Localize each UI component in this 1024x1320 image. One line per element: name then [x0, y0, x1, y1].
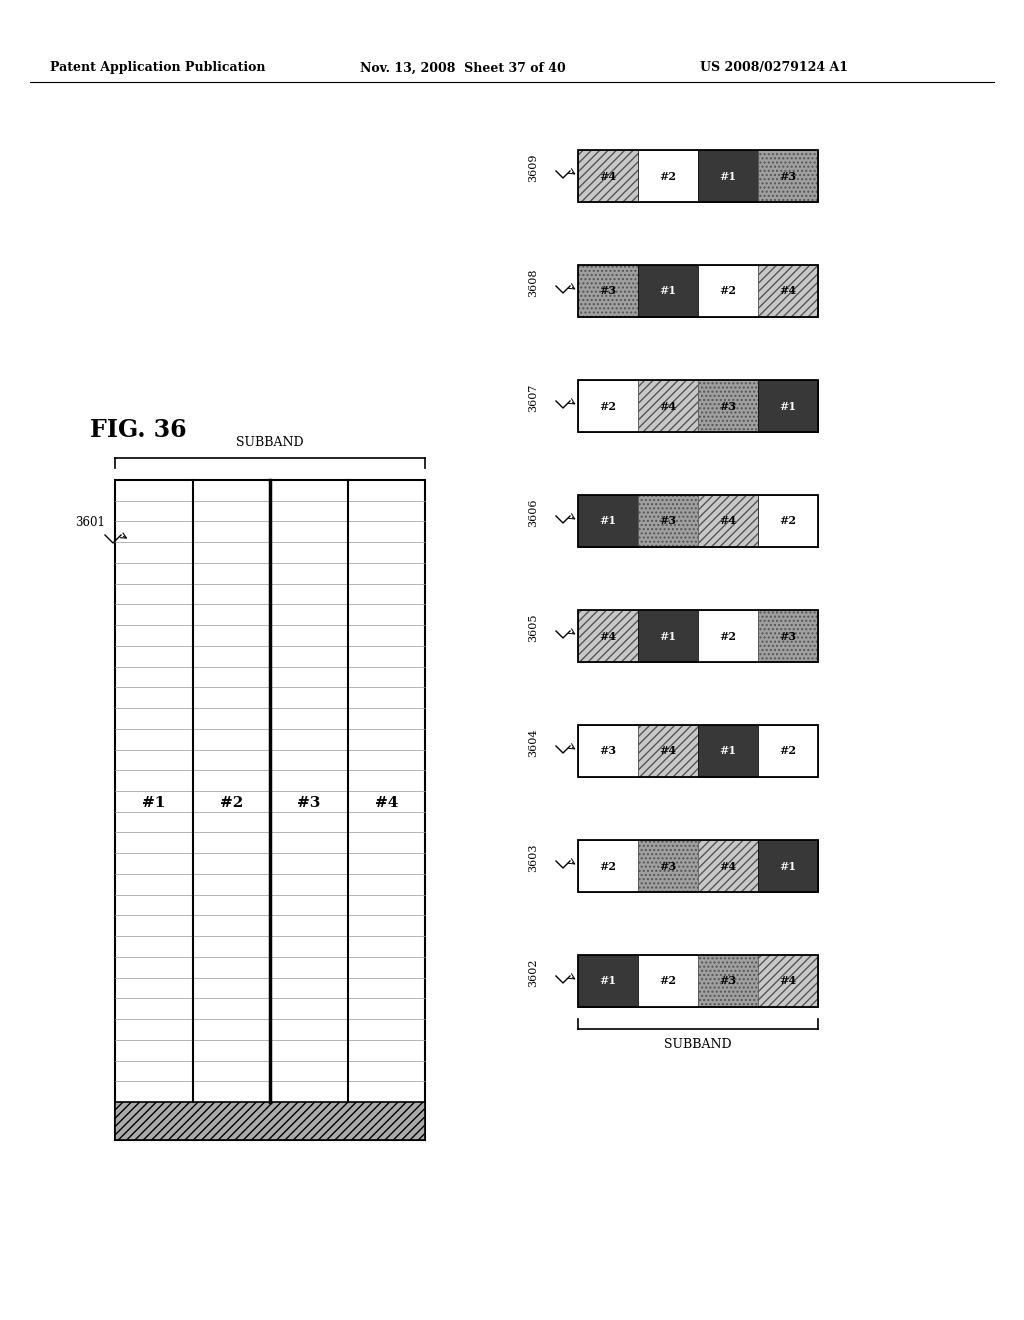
Bar — [578, 380, 818, 432]
Text: 3602: 3602 — [528, 958, 538, 987]
Text: 3606: 3606 — [528, 499, 538, 527]
Text: #4: #4 — [720, 516, 736, 527]
Text: #4: #4 — [720, 861, 736, 871]
Bar — [578, 150, 638, 202]
Text: #2: #2 — [219, 796, 243, 810]
Text: #2: #2 — [599, 400, 616, 412]
Text: #1: #1 — [720, 746, 736, 756]
Text: #4: #4 — [659, 746, 677, 756]
Bar — [698, 265, 758, 317]
Text: #2: #2 — [659, 170, 677, 181]
Text: 3601: 3601 — [75, 516, 105, 528]
Text: 3603: 3603 — [528, 843, 538, 873]
Bar — [638, 265, 698, 317]
Bar — [698, 495, 758, 546]
Bar — [758, 495, 818, 546]
Text: US 2008/0279124 A1: US 2008/0279124 A1 — [700, 62, 848, 74]
Bar — [638, 150, 698, 202]
Bar — [698, 380, 758, 432]
Text: Patent Application Publication: Patent Application Publication — [50, 62, 265, 74]
Text: #1: #1 — [720, 170, 736, 181]
Bar — [758, 954, 818, 1007]
Bar — [638, 725, 698, 777]
Bar — [578, 265, 818, 317]
Text: #4: #4 — [659, 400, 677, 412]
Text: #3: #3 — [779, 170, 797, 181]
Text: Nov. 13, 2008  Sheet 37 of 40: Nov. 13, 2008 Sheet 37 of 40 — [360, 62, 565, 74]
Text: #2: #2 — [599, 861, 616, 871]
Bar — [758, 610, 818, 663]
Bar — [758, 380, 818, 432]
Bar — [758, 840, 818, 892]
Bar — [758, 265, 818, 317]
Text: #2: #2 — [720, 631, 736, 642]
Text: #2: #2 — [659, 975, 677, 986]
Bar — [698, 725, 758, 777]
Text: #3: #3 — [720, 975, 736, 986]
Bar — [578, 495, 818, 546]
Text: #3: #3 — [720, 400, 736, 412]
Bar — [758, 725, 818, 777]
Bar — [638, 380, 698, 432]
Text: #1: #1 — [779, 861, 797, 871]
Text: #3: #3 — [599, 285, 616, 297]
Bar — [638, 495, 698, 546]
Text: #1: #1 — [779, 400, 797, 412]
Text: #3: #3 — [297, 796, 321, 810]
Text: SUBBAND: SUBBAND — [665, 1039, 732, 1052]
Bar — [758, 150, 818, 202]
Bar — [578, 954, 638, 1007]
Text: #3: #3 — [659, 516, 677, 527]
Bar — [698, 840, 758, 892]
Text: SUBBAND: SUBBAND — [237, 437, 304, 450]
Bar — [115, 1102, 425, 1140]
Bar — [578, 725, 638, 777]
Text: #1: #1 — [142, 796, 166, 810]
Text: 3609: 3609 — [528, 153, 538, 182]
Text: #2: #2 — [720, 285, 736, 297]
Text: #4: #4 — [779, 975, 797, 986]
Bar — [578, 610, 638, 663]
Text: #3: #3 — [779, 631, 797, 642]
Text: #4: #4 — [599, 631, 616, 642]
Bar — [578, 265, 638, 317]
Text: #3: #3 — [659, 861, 677, 871]
Text: 3608: 3608 — [528, 269, 538, 297]
Text: 3607: 3607 — [528, 384, 538, 412]
Bar — [638, 954, 698, 1007]
Bar — [638, 840, 698, 892]
Text: #4: #4 — [779, 285, 797, 297]
Text: #4: #4 — [599, 170, 616, 181]
Text: #2: #2 — [779, 516, 797, 527]
Bar — [578, 840, 818, 892]
Bar — [578, 610, 818, 663]
Bar — [115, 480, 425, 1140]
Bar — [578, 380, 638, 432]
Bar — [578, 725, 818, 777]
Text: #1: #1 — [599, 516, 616, 527]
Text: #1: #1 — [659, 285, 677, 297]
Bar — [115, 1102, 425, 1140]
Text: #1: #1 — [659, 631, 677, 642]
Text: #1: #1 — [599, 975, 616, 986]
Text: #4: #4 — [375, 796, 398, 810]
Text: 3605: 3605 — [528, 614, 538, 643]
Text: #3: #3 — [599, 746, 616, 756]
Bar — [578, 954, 818, 1007]
Bar — [578, 840, 638, 892]
Bar — [698, 150, 758, 202]
Bar — [578, 495, 638, 546]
Text: FIG. 36: FIG. 36 — [90, 418, 186, 442]
Text: #2: #2 — [779, 746, 797, 756]
Bar — [698, 610, 758, 663]
Text: 3604: 3604 — [528, 729, 538, 758]
Bar — [698, 954, 758, 1007]
Bar — [578, 150, 818, 202]
Bar — [638, 610, 698, 663]
